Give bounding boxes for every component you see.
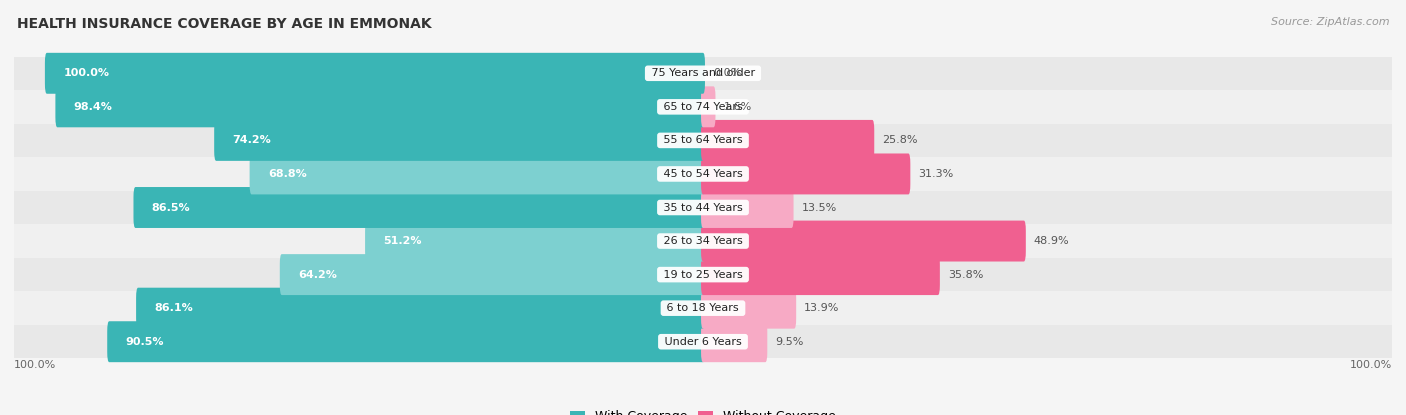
- Text: Under 6 Years: Under 6 Years: [661, 337, 745, 347]
- Bar: [14, 291, 1392, 325]
- FancyBboxPatch shape: [280, 254, 704, 295]
- Bar: [14, 157, 1392, 191]
- FancyBboxPatch shape: [45, 53, 704, 94]
- Text: 9.5%: 9.5%: [775, 337, 804, 347]
- Text: 13.9%: 13.9%: [804, 303, 839, 313]
- FancyBboxPatch shape: [107, 321, 704, 362]
- Text: Source: ZipAtlas.com: Source: ZipAtlas.com: [1271, 17, 1389, 27]
- Text: 35 to 44 Years: 35 to 44 Years: [659, 203, 747, 212]
- FancyBboxPatch shape: [214, 120, 704, 161]
- FancyBboxPatch shape: [702, 321, 768, 362]
- Legend: With Coverage, Without Coverage: With Coverage, Without Coverage: [565, 405, 841, 415]
- FancyBboxPatch shape: [136, 288, 704, 329]
- Text: 51.2%: 51.2%: [384, 236, 422, 246]
- Text: 100.0%: 100.0%: [14, 360, 56, 370]
- FancyBboxPatch shape: [366, 221, 704, 261]
- Text: 100.0%: 100.0%: [63, 68, 110, 78]
- FancyBboxPatch shape: [55, 86, 704, 127]
- Text: 74.2%: 74.2%: [232, 135, 271, 145]
- Bar: [14, 191, 1392, 224]
- Bar: [14, 90, 1392, 124]
- Text: 75 Years and older: 75 Years and older: [648, 68, 758, 78]
- Text: 100.0%: 100.0%: [1350, 360, 1392, 370]
- Text: 19 to 25 Years: 19 to 25 Years: [659, 270, 747, 280]
- FancyBboxPatch shape: [702, 86, 716, 127]
- Text: 45 to 54 Years: 45 to 54 Years: [659, 169, 747, 179]
- FancyBboxPatch shape: [702, 154, 910, 194]
- Text: 90.5%: 90.5%: [125, 337, 165, 347]
- Bar: [14, 124, 1392, 157]
- Text: 25.8%: 25.8%: [882, 135, 918, 145]
- Bar: [14, 56, 1392, 90]
- Bar: [14, 224, 1392, 258]
- FancyBboxPatch shape: [702, 187, 793, 228]
- Text: 65 to 74 Years: 65 to 74 Years: [659, 102, 747, 112]
- Bar: [14, 325, 1392, 359]
- Text: 13.5%: 13.5%: [801, 203, 837, 212]
- FancyBboxPatch shape: [134, 187, 704, 228]
- FancyBboxPatch shape: [702, 288, 796, 329]
- Text: 64.2%: 64.2%: [298, 270, 337, 280]
- Text: HEALTH INSURANCE COVERAGE BY AGE IN EMMONAK: HEALTH INSURANCE COVERAGE BY AGE IN EMMO…: [17, 17, 432, 31]
- Text: 6 to 18 Years: 6 to 18 Years: [664, 303, 742, 313]
- Text: 35.8%: 35.8%: [948, 270, 983, 280]
- Text: 55 to 64 Years: 55 to 64 Years: [659, 135, 747, 145]
- FancyBboxPatch shape: [702, 254, 939, 295]
- Text: 86.5%: 86.5%: [152, 203, 190, 212]
- Text: 31.3%: 31.3%: [918, 169, 953, 179]
- Text: 0.0%: 0.0%: [713, 68, 741, 78]
- Text: 26 to 34 Years: 26 to 34 Years: [659, 236, 747, 246]
- FancyBboxPatch shape: [702, 120, 875, 161]
- Text: 98.4%: 98.4%: [73, 102, 112, 112]
- Text: 1.6%: 1.6%: [723, 102, 752, 112]
- FancyBboxPatch shape: [702, 221, 1026, 261]
- Text: 86.1%: 86.1%: [155, 303, 193, 313]
- Bar: [14, 258, 1392, 291]
- Text: 48.9%: 48.9%: [1033, 236, 1070, 246]
- Text: 68.8%: 68.8%: [269, 169, 307, 179]
- FancyBboxPatch shape: [250, 154, 704, 194]
